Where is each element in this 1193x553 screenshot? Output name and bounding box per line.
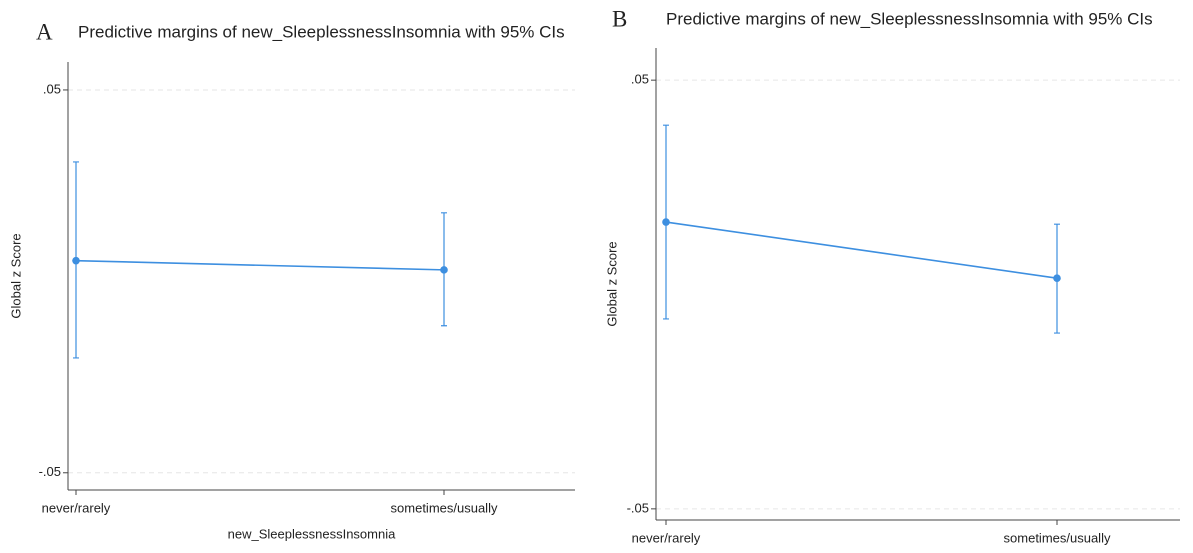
x-axis-label: new_SleeplessnessInsomnia (228, 526, 396, 541)
panel-label: A (36, 19, 53, 44)
y-tick-label: -.05 (627, 500, 649, 515)
point (662, 218, 670, 226)
x-tick-label: never/rarely (632, 530, 701, 545)
point (72, 256, 80, 265)
x-tick-label: sometimes/usually (391, 500, 498, 515)
chart-title: Predictive margins of new_SleeplessnessI… (78, 22, 565, 41)
y-tick-label: .05 (631, 72, 649, 87)
chart-title: Predictive margins of new_SleeplessnessI… (666, 9, 1153, 28)
point (440, 266, 448, 274)
x-tick-label: never/rarely (42, 500, 111, 515)
y-tick-label: .05 (43, 81, 61, 96)
line (75, 259, 445, 271)
panel-label: B (612, 6, 627, 31)
y-axis-label: Global z Score (8, 233, 23, 318)
point (1053, 274, 1061, 283)
y-tick-label: -.05 (39, 464, 61, 479)
y-axis-label: Global z Score (604, 241, 619, 326)
line (665, 221, 1058, 280)
x-tick-label: sometimes/usually (1004, 530, 1111, 545)
